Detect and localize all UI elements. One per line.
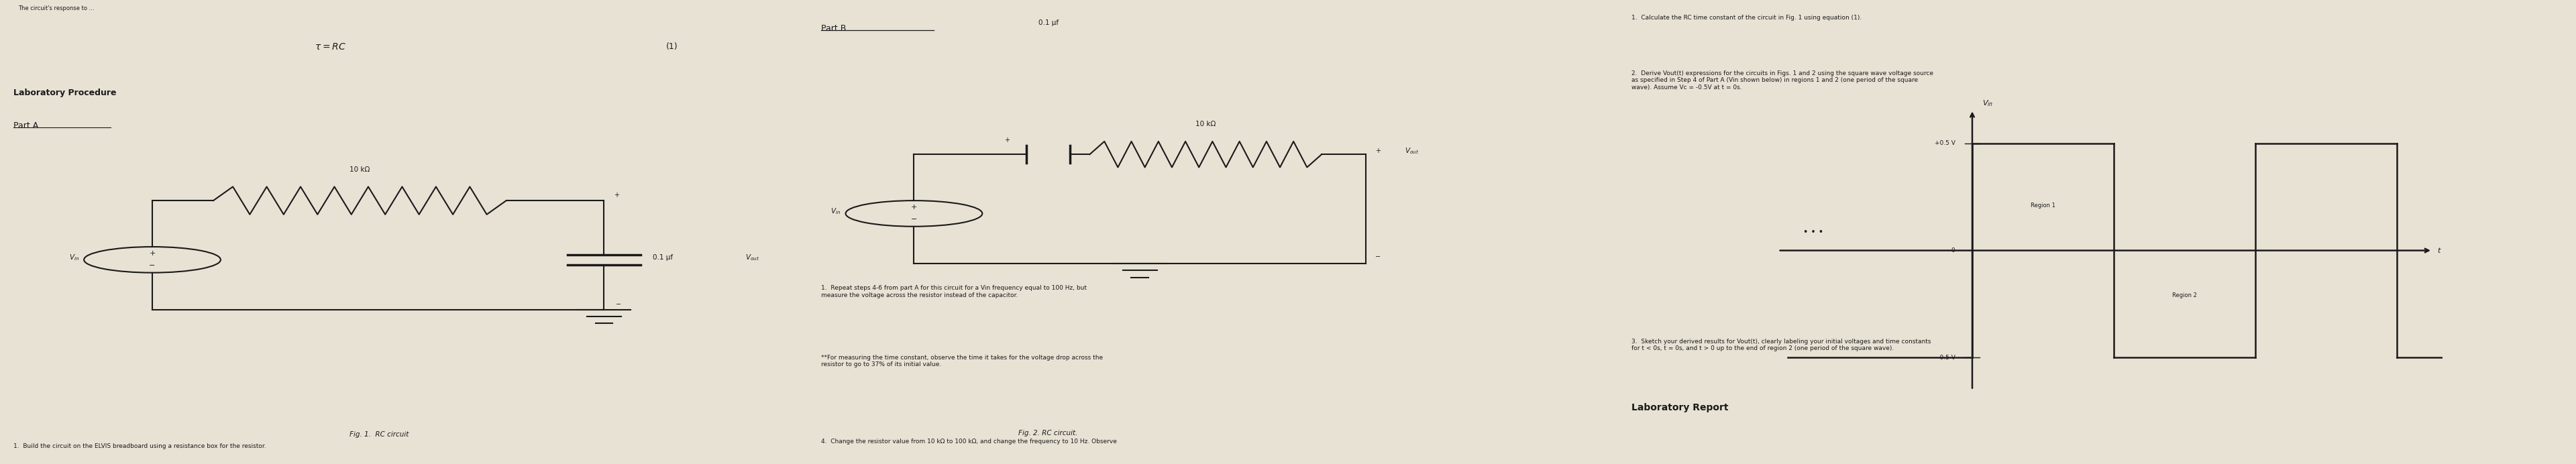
Text: $\tau = RC$: $\tau = RC$ bbox=[314, 43, 345, 52]
Text: 10 kΩ: 10 kΩ bbox=[1195, 121, 1216, 128]
Text: 10 kΩ: 10 kΩ bbox=[350, 166, 371, 173]
Text: 1.  Calculate the RC time constant of the circuit in Fig. 1 using equation (1).: 1. Calculate the RC time constant of the… bbox=[1631, 15, 1862, 21]
Text: −0.5 V: −0.5 V bbox=[1935, 354, 1955, 361]
Text: −: − bbox=[616, 301, 621, 308]
Text: Region 2: Region 2 bbox=[2172, 292, 2197, 298]
Text: Fig. 1.  RC circuit: Fig. 1. RC circuit bbox=[350, 431, 410, 438]
Text: Region 1: Region 1 bbox=[2030, 202, 2056, 208]
Text: 0.1 μf: 0.1 μf bbox=[1038, 19, 1059, 26]
Text: The circuit's response to ...: The circuit's response to ... bbox=[18, 6, 95, 12]
Text: $V_{out}$: $V_{out}$ bbox=[1404, 146, 1419, 155]
Text: 3.  Sketch your derived results for Vout(t), clearly labeling your initial volta: 3. Sketch your derived results for Vout(… bbox=[1631, 338, 1932, 351]
Text: Part A: Part A bbox=[13, 121, 39, 130]
Text: 0: 0 bbox=[1950, 247, 1955, 253]
Text: t: t bbox=[2437, 247, 2439, 254]
Text: $V_{in}$: $V_{in}$ bbox=[829, 206, 840, 216]
Text: Fig. 2. RC circuit.: Fig. 2. RC circuit. bbox=[1018, 430, 1077, 436]
Text: +: + bbox=[912, 204, 917, 211]
Text: −: − bbox=[912, 216, 917, 223]
Text: • • •: • • • bbox=[1803, 228, 1824, 236]
Text: +: + bbox=[1005, 136, 1010, 143]
Text: −: − bbox=[149, 262, 155, 269]
Text: $V_{in}$: $V_{in}$ bbox=[70, 253, 80, 262]
Text: Laboratory Procedure: Laboratory Procedure bbox=[13, 89, 116, 97]
Text: $V_{in}$: $V_{in}$ bbox=[1981, 99, 1994, 108]
Text: −: − bbox=[1376, 253, 1381, 260]
Text: +: + bbox=[149, 251, 155, 257]
Text: +0.5 V: +0.5 V bbox=[1935, 140, 1955, 146]
Text: $V_{out}$: $V_{out}$ bbox=[744, 253, 760, 262]
Text: 1.  Build the circuit on the ELVIS breadboard using a resistance box for the res: 1. Build the circuit on the ELVIS breadb… bbox=[13, 443, 265, 449]
Text: 0.1 μf: 0.1 μf bbox=[652, 254, 672, 261]
Text: (1): (1) bbox=[667, 43, 677, 51]
Text: Laboratory Report: Laboratory Report bbox=[1631, 403, 1728, 412]
Text: 2.  Derive Vout(t) expressions for the circuits in Figs. 1 and 2 using the squar: 2. Derive Vout(t) expressions for the ci… bbox=[1631, 70, 1935, 90]
Text: +: + bbox=[613, 192, 618, 198]
Text: 4.  Change the resistor value from 10 kΩ to 100 kΩ, and change the frequency to : 4. Change the resistor value from 10 kΩ … bbox=[822, 438, 1118, 445]
Text: +: + bbox=[1376, 147, 1381, 154]
Text: 1.  Repeat steps 4-6 from part A for this circuit for a Vin frequency equal to 1: 1. Repeat steps 4-6 from part A for this… bbox=[822, 285, 1087, 298]
Text: **For measuring the time constant, observe the time it takes for the voltage dro: **For measuring the time constant, obser… bbox=[822, 354, 1103, 367]
Text: Part B: Part B bbox=[822, 24, 848, 33]
